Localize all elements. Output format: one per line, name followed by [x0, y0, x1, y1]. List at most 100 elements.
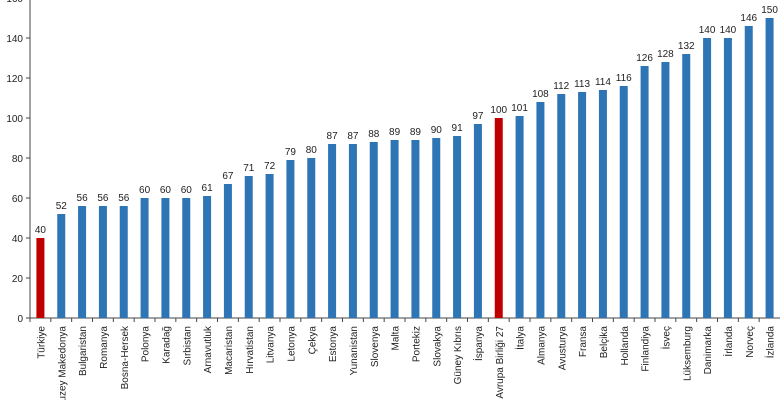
value-label: 60: [160, 185, 172, 196]
bar: [348, 144, 357, 318]
bar: [411, 140, 420, 318]
x-tick-label: Güney Kıbrıs: [453, 326, 464, 384]
value-label: 87: [347, 131, 359, 142]
bar: [161, 198, 170, 318]
bar: [536, 102, 545, 318]
x-tick-label: İzlanda: [764, 326, 777, 359]
x-tick-label: Sırbistan: [182, 326, 193, 365]
value-label: 60: [139, 185, 151, 196]
x-tick-label: Estonya: [328, 326, 339, 363]
value-label: 88: [368, 129, 380, 140]
value-label: 128: [657, 49, 674, 60]
bar: [515, 116, 524, 318]
value-label: 56: [97, 193, 109, 204]
x-tick-label: Fransa: [578, 326, 589, 358]
x-tick-label: Portekiz: [411, 326, 422, 362]
bar: [203, 196, 212, 318]
value-label: 150: [761, 5, 778, 16]
bar: [703, 38, 712, 318]
bar: [432, 138, 441, 318]
value-label: 67: [222, 171, 234, 182]
bar: [369, 142, 378, 318]
value-label: 40: [35, 225, 47, 236]
bar: [557, 94, 566, 318]
y-tick-label: 60: [12, 194, 24, 205]
bar: [182, 198, 191, 318]
x-tick-label: Belçika: [599, 326, 610, 359]
value-label: 100: [490, 105, 507, 116]
bar: [265, 174, 274, 318]
bar: [140, 198, 149, 318]
bar: [307, 158, 316, 318]
value-label: 56: [77, 193, 89, 204]
value-label: 90: [431, 125, 443, 136]
value-label: 89: [389, 127, 401, 138]
value-label: 132: [678, 41, 695, 52]
value-label: 140: [699, 25, 716, 36]
value-label: 146: [740, 13, 757, 24]
bar: [328, 144, 337, 318]
bar: [619, 86, 628, 318]
x-tick-label: Arnavutluk: [203, 325, 214, 373]
y-tick-label: 80: [12, 154, 24, 165]
value-label: 112: [553, 81, 569, 92]
value-label: 91: [452, 123, 464, 134]
bar: [598, 90, 607, 318]
value-label: 108: [532, 89, 549, 100]
bar: [78, 206, 87, 318]
value-label: 89: [410, 127, 422, 138]
x-tick-label: Norveç: [745, 326, 756, 358]
bar: [286, 160, 295, 318]
x-tick-label: Avusturya: [557, 326, 568, 371]
bar: [57, 214, 66, 318]
x-tick-label: İtalya: [514, 326, 527, 350]
bar: [744, 26, 753, 318]
x-tick-label: Litvanya: [266, 326, 277, 364]
bar: [36, 238, 45, 318]
x-tick-label: Türkiye: [36, 326, 47, 359]
bar: [98, 206, 107, 318]
value-label: 80: [306, 145, 318, 156]
x-tick-label: Karadağ: [161, 326, 172, 364]
bar: [723, 38, 732, 318]
y-tick-label: 100: [6, 114, 23, 125]
value-label: 116: [616, 73, 632, 84]
bar: [578, 92, 587, 318]
x-tick-label: Çekya: [307, 326, 318, 355]
y-tick-label: 40: [12, 234, 24, 245]
x-tick-label: Slovenya: [370, 326, 381, 368]
bar: [661, 62, 670, 318]
x-tick-label: Lüksemburg: [682, 326, 693, 381]
x-tick-label: İspanya: [472, 326, 485, 361]
x-tick-label: Slovakya: [432, 326, 443, 367]
bar: [453, 136, 462, 318]
value-label: 101: [511, 103, 528, 114]
x-tick-label: Danimarka: [703, 326, 714, 375]
value-label: 72: [264, 161, 276, 172]
bar: [244, 176, 253, 318]
x-tick-label: Polonya: [141, 326, 152, 363]
value-label: 140: [720, 25, 737, 36]
y-tick-label: 20: [12, 274, 24, 285]
x-tick-label: Macaristan: [224, 326, 235, 375]
bar: [682, 54, 691, 318]
x-tick-label: İsveç: [659, 326, 672, 349]
value-label: 52: [56, 201, 68, 212]
x-tick-label: Finlandiya: [641, 326, 652, 372]
x-tick-label: Kuzey Makedonya: [57, 326, 68, 400]
value-label: 126: [636, 53, 653, 64]
bar: [765, 18, 774, 318]
value-label: 113: [574, 79, 590, 90]
y-tick-label: 160: [6, 0, 23, 5]
x-tick-label: Malta: [391, 326, 402, 351]
bar: [494, 118, 503, 318]
x-tick-label: İrlanda: [722, 326, 735, 357]
y-tick-label: 120: [6, 74, 23, 85]
bar: [223, 184, 232, 318]
x-tick-label: Yunanistan: [349, 326, 360, 376]
bar: [119, 206, 128, 318]
value-label: 56: [118, 193, 130, 204]
bar: [390, 140, 399, 318]
